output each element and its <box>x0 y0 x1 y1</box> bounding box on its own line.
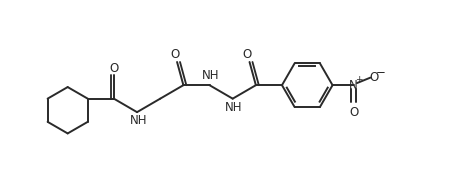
Text: N: N <box>349 79 357 92</box>
Text: NH: NH <box>201 69 219 82</box>
Text: O: O <box>348 106 357 119</box>
Text: NH: NH <box>225 101 242 114</box>
Text: O: O <box>109 62 118 75</box>
Text: −: − <box>375 66 385 79</box>
Text: +: + <box>354 75 362 84</box>
Text: O: O <box>369 71 378 84</box>
Text: NH: NH <box>129 114 147 127</box>
Text: O: O <box>242 48 251 61</box>
Text: O: O <box>170 48 179 61</box>
